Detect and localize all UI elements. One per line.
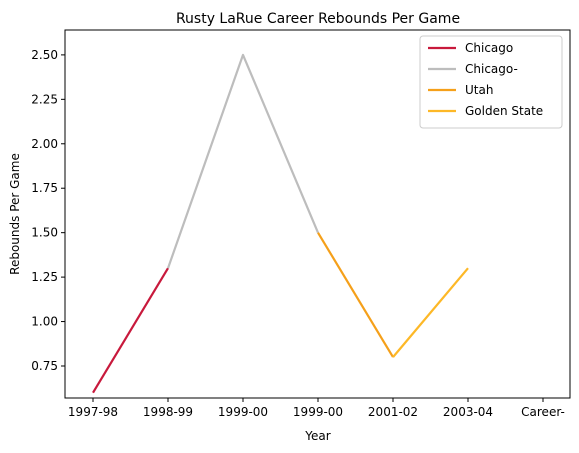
y-tick-label: 1.00 — [31, 315, 58, 329]
chart-title: Rusty LaRue Career Rebounds Per Game — [176, 11, 460, 27]
legend-box — [419, 35, 563, 129]
series-line-3 — [392, 267, 469, 358]
y-axis-label: Rebounds Per Game — [8, 153, 22, 275]
plot-area — [64, 29, 571, 399]
y-tick-label: 2.50 — [31, 48, 58, 62]
x-tick-label: 1999-00 — [293, 405, 343, 419]
series-line-2 — [317, 232, 394, 358]
y-axis: 0.75 1.00 1.25 1.50 1.75 2.00 2.25 2.50 — [31, 48, 65, 373]
y-tick-label: 1.50 — [31, 226, 58, 240]
series-line-1 — [166, 53, 320, 269]
y-tick-label: 1.75 — [31, 181, 58, 195]
x-tick-label: 2003-04 — [443, 405, 493, 419]
x-tick-label: Career- — [521, 405, 565, 419]
legend-label: Utah — [465, 83, 493, 97]
y-tick-label: 2.00 — [31, 137, 58, 151]
series-layer — [92, 53, 469, 394]
y-tick-label: 2.25 — [31, 92, 58, 106]
series-line-0 — [92, 267, 169, 394]
y-tick-label: 0.75 — [31, 359, 58, 373]
legend-label: Golden State — [465, 104, 543, 118]
y-tick-label: 1.25 — [31, 270, 58, 284]
legend-label: Chicago- — [465, 62, 518, 76]
legend: Chicago Chicago- Utah Golden State — [419, 35, 563, 129]
legend-label: Chicago — [465, 41, 513, 55]
x-tick-label: 1999-00 — [218, 405, 268, 419]
x-tick-label: 1997-98 — [68, 405, 118, 419]
x-axis: 1997-98 1998-99 1999-00 1999-00 2001-02 2003-… — [68, 398, 565, 419]
x-tick-label: 1998-99 — [143, 405, 193, 419]
x-tick-label: 2001-02 — [368, 405, 418, 419]
x-axis-label: Year — [304, 429, 330, 443]
